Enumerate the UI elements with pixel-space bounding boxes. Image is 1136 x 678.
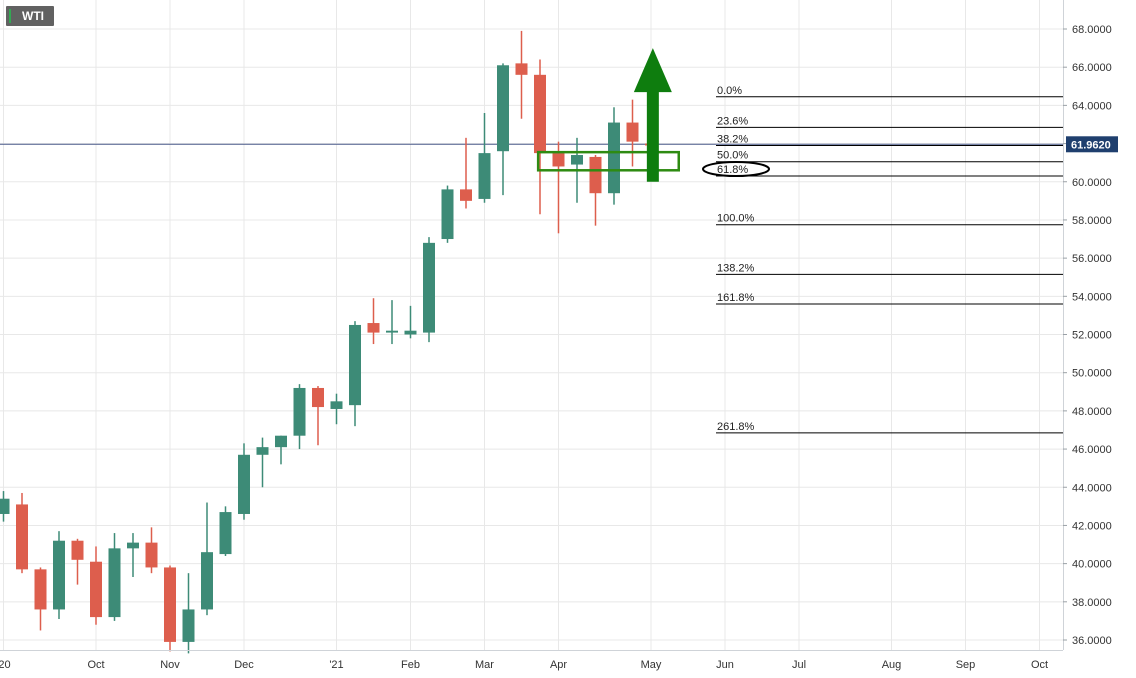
price-tick-label: 54.0000 [1072, 291, 1112, 303]
candle-body [53, 540, 65, 610]
fibonacci-levels: 0.0% 23.6% 38.2% 50.0% 61.8% 100.0% 138.2% 161.… [716, 85, 1063, 434]
candles [0, 30, 657, 654]
time-tick-label: Oct [87, 659, 104, 671]
price-tick-label: 46.0000 [1072, 444, 1112, 456]
time-tick-label: Nov [160, 659, 180, 671]
time-tick-label: '20 [0, 659, 11, 671]
candle-body [275, 435, 287, 448]
candle-body [460, 189, 472, 201]
fib-level-label: 161.8% [717, 292, 755, 304]
candle-body [349, 324, 361, 406]
current-price-label: 61.9620 [1071, 139, 1111, 151]
price-tick-label: 60.0000 [1072, 177, 1112, 189]
price-tick-label: 44.0000 [1072, 482, 1112, 494]
candle-body [386, 330, 398, 333]
price-tick-label: 58.0000 [1072, 215, 1112, 227]
fib-level-label: 61.8% [717, 164, 748, 176]
time-axis-labels: '20 Oct Nov Dec '21 Feb Mar Apr May Jun Jul Aug Sep O… [0, 659, 1048, 671]
fib-level-label: 50.0% [717, 150, 748, 162]
current-price-tag: 61.9620 [1066, 136, 1118, 153]
grid-lines [0, 0, 1063, 650]
candle-body [589, 156, 602, 194]
candle-body [423, 242, 435, 333]
candle-body [441, 189, 454, 240]
support-zone-box[interactable] [536, 150, 681, 172]
price-tick-label: 48.0000 [1072, 406, 1112, 418]
candle-body [238, 454, 250, 514]
candle-body [16, 504, 28, 570]
candle-body [219, 512, 232, 555]
candle-body [497, 65, 509, 152]
candle-body [626, 122, 639, 142]
candle-body [182, 609, 195, 642]
up-arrow-icon[interactable] [633, 48, 672, 182]
price-tick-label: 68.0000 [1072, 24, 1112, 36]
time-tick-label: Apr [550, 659, 567, 671]
candle-body [571, 155, 583, 165]
time-tick-label: Oct [1031, 659, 1048, 671]
candle-body [34, 569, 47, 610]
time-tick-label: Feb [401, 659, 420, 671]
fib-level-label: 38.2% [717, 133, 748, 145]
candle-body [312, 387, 324, 408]
price-tick-label: 36.0000 [1072, 635, 1112, 647]
candle-body [201, 552, 213, 610]
time-tick-label: Jul [792, 659, 806, 671]
fib-61-8-highlight-ellipse[interactable] [702, 161, 770, 178]
symbol-color-marker [9, 9, 11, 23]
candle-body [145, 542, 158, 568]
candle-body [164, 567, 176, 642]
price-tick-label: 50.0000 [1072, 368, 1112, 380]
price-tick-label: 38.0000 [1072, 597, 1112, 609]
candle-body [515, 63, 528, 75]
candle-body [552, 153, 565, 167]
time-tick-label: Sep [956, 659, 976, 671]
fib-level-label: 138.2% [717, 262, 755, 274]
price-axis-labels: 36.0000 38.0000 40.0000 42.0000 44.0000 46.00… [1063, 24, 1112, 647]
candle-body [534, 74, 546, 154]
candle-body [127, 542, 139, 549]
time-tick-label: Jun [716, 659, 734, 671]
price-tick-label: 64.0000 [1072, 100, 1112, 112]
candle-body [71, 540, 84, 560]
time-tick-label: Mar [475, 659, 494, 671]
fib-level-label: 100.0% [717, 213, 755, 225]
candle-body [404, 330, 417, 335]
fib-level-label: 261.8% [717, 421, 755, 433]
symbol-badge[interactable]: WTI [6, 6, 54, 26]
candle-body [0, 498, 10, 514]
price-tick-label: 66.0000 [1072, 62, 1112, 74]
fib-level-label: 0.0% [717, 85, 742, 97]
time-tick-label: Aug [882, 659, 902, 671]
candle-body [256, 447, 269, 455]
time-tick-label: '21 [329, 659, 343, 671]
time-tick-label: Dec [234, 659, 254, 671]
candle-body [108, 548, 121, 618]
price-tick-label: 56.0000 [1072, 253, 1112, 265]
candle-body [293, 387, 306, 436]
symbol-label: WTI [22, 9, 44, 23]
candle-body [90, 561, 102, 618]
candle-body [330, 401, 343, 409]
price-tick-label: 40.0000 [1072, 559, 1112, 571]
price-axis[interactable] [1063, 0, 1136, 678]
time-tick-label: May [641, 659, 662, 671]
current-price-tag-bg [1066, 136, 1118, 153]
fib-level-label: 23.6% [717, 115, 748, 127]
candle-body [608, 122, 620, 194]
price-tick-label: 52.0000 [1072, 330, 1112, 342]
price-tick-label: 42.0000 [1072, 520, 1112, 532]
candle-body [367, 323, 380, 333]
candle-body [478, 153, 491, 199]
